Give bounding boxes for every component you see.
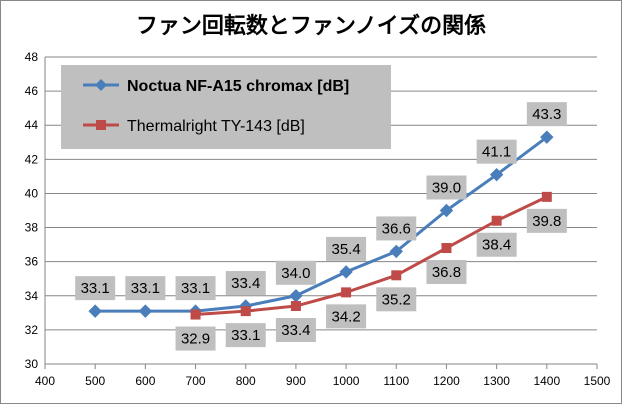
x-tick-label: 900 <box>286 374 306 388</box>
y-tick-label: 36 <box>25 255 39 269</box>
y-tick-label: 44 <box>25 118 39 132</box>
data-point-marker <box>290 301 301 312</box>
x-tick-label: 1400 <box>533 374 560 388</box>
x-tick-label: 1200 <box>433 374 460 388</box>
series-line-2 <box>195 195 548 317</box>
y-tick-label: 46 <box>25 84 39 98</box>
y-tick-label: 40 <box>25 186 39 200</box>
data-label-box <box>275 260 316 285</box>
data-point-marker <box>339 265 353 279</box>
legend: Noctua NF-A15 chromax [dB] Thermalright T… <box>61 65 391 149</box>
data-label: 33.4 <box>231 275 260 292</box>
data-label: 39.0 <box>432 180 461 197</box>
data-label: 39.8 <box>532 213 561 230</box>
data-point-marker <box>441 243 452 254</box>
x-tick-label: 400 <box>35 374 55 388</box>
data-label-box <box>275 318 316 343</box>
data-label-box <box>376 287 417 312</box>
data-label: 33.1 <box>131 280 160 297</box>
data-point-marker <box>489 167 504 182</box>
data-point-marker <box>240 306 251 317</box>
data-label: 36.8 <box>432 264 461 281</box>
data-point-marker <box>289 289 303 303</box>
data-point-marker <box>190 309 201 320</box>
data-label: 33.1 <box>181 280 210 297</box>
data-point-marker <box>389 244 403 259</box>
data-label-box <box>125 276 166 301</box>
data-label: 43.3 <box>532 106 561 123</box>
data-label: 33.1 <box>231 327 260 344</box>
data-point-marker <box>540 130 554 144</box>
data-label-box <box>376 216 417 241</box>
data-label: 41.1 <box>482 144 511 161</box>
y-tick-label: 34 <box>25 289 39 303</box>
data-label-box <box>225 323 266 348</box>
data-label-box <box>426 175 467 200</box>
series-line-1 <box>95 135 548 313</box>
x-tick-label: 600 <box>135 374 155 388</box>
legend-marker-square <box>96 120 106 130</box>
data-point-marker <box>88 304 102 318</box>
data-label: 34.0 <box>281 265 310 282</box>
data-label-box <box>426 260 467 285</box>
x-tick-label: 700 <box>186 374 206 388</box>
data-label: 32.9 <box>181 331 210 348</box>
chart-title: ファン回転数とファンノイズの関係 <box>136 13 486 39</box>
y-tick-label: 42 <box>25 152 39 166</box>
data-label-box <box>175 326 216 351</box>
y-tick-label: 38 <box>25 221 39 235</box>
data-label: 38.4 <box>482 237 511 254</box>
data-label-box <box>326 304 367 329</box>
data-point-marker <box>439 203 454 218</box>
data-label-box <box>326 236 367 261</box>
data-label: 35.2 <box>382 291 411 308</box>
data-label-box <box>75 276 116 301</box>
data-point-marker <box>391 270 402 281</box>
data-labels: 33.1 33.1 33.1 33.4 34.0 35.4 36.6 39.0 41.1 43.3… <box>75 102 567 351</box>
data-label: 33.4 <box>281 322 310 339</box>
data-label: 33.1 <box>81 280 110 297</box>
x-tick-label: 1100 <box>383 374 409 388</box>
x-tick-label: 1500 <box>584 374 611 388</box>
data-label: 34.2 <box>331 308 360 325</box>
x-tick-label: 1300 <box>483 374 510 388</box>
y-tick-label: 30 <box>25 357 39 371</box>
data-label-box <box>526 208 567 233</box>
legend-marker-diamond <box>95 79 107 91</box>
data-label: 36.6 <box>382 220 411 237</box>
legend-label-1: Noctua NF-A15 chromax [dB] <box>127 78 349 95</box>
axes: 30 32 34 36 38 40 42 44 46 48 400 500 600 700 800 900 10… <box>25 50 611 388</box>
legend-label-2: Thermalright TY-143 [dB] <box>127 118 305 135</box>
data-point-marker <box>491 215 502 226</box>
data-label-box <box>476 139 517 164</box>
x-tick-label: 1000 <box>333 374 360 388</box>
y-tick-label: 32 <box>25 323 39 337</box>
legend-box <box>61 65 391 149</box>
data-point-marker <box>541 191 552 202</box>
data-label-box <box>476 232 517 257</box>
data-label-box <box>175 276 216 301</box>
data-label-box <box>225 271 266 296</box>
data-label-box <box>526 102 567 127</box>
y-tick-label: 48 <box>25 50 39 64</box>
series-group <box>88 130 554 320</box>
data-point-marker <box>138 304 153 318</box>
data-point-marker <box>341 287 352 298</box>
data-label: 35.4 <box>331 241 360 258</box>
x-tick-label: 500 <box>85 374 105 388</box>
x-tick-label: 800 <box>236 374 256 388</box>
